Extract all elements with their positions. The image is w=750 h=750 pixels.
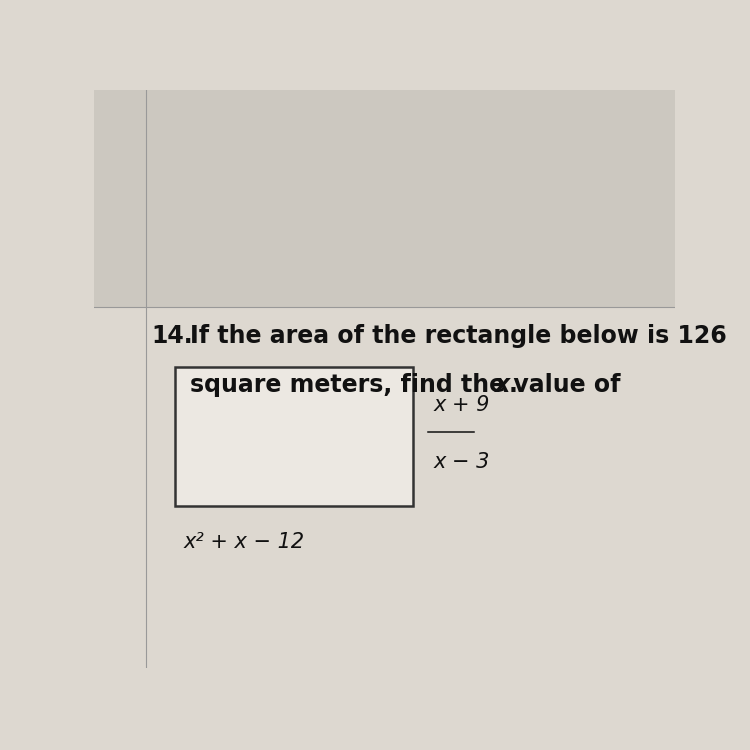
Text: x: x: [495, 373, 510, 397]
Text: If the area of the rectangle below is 126: If the area of the rectangle below is 12…: [190, 324, 727, 348]
Text: x − 3: x − 3: [433, 452, 490, 472]
Text: x² + x − 12: x² + x − 12: [184, 532, 305, 552]
Bar: [94, 90, 675, 307]
Text: .: .: [509, 373, 517, 397]
Text: x + 9: x + 9: [433, 394, 490, 415]
Text: 14.: 14.: [152, 324, 194, 348]
Bar: [175, 368, 413, 506]
Text: square meters, find the value of: square meters, find the value of: [190, 373, 628, 397]
